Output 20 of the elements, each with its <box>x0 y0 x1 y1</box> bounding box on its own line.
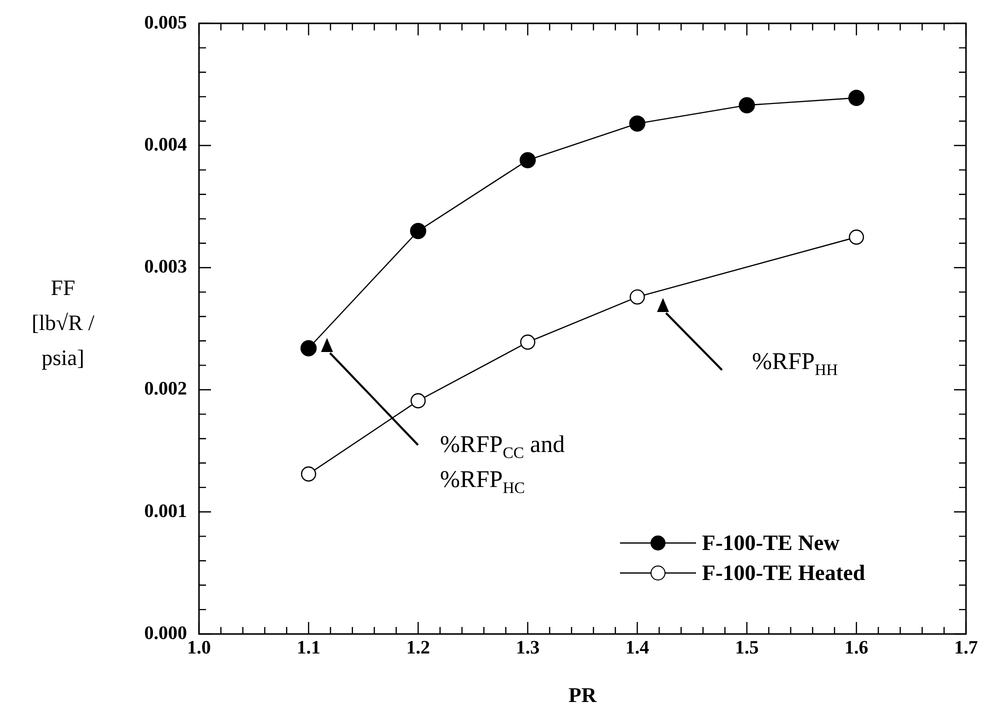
y-tick-label: 0.005 <box>144 12 187 34</box>
x-tick-label: 1.1 <box>296 637 320 658</box>
y-tick-label: 0.002 <box>144 378 187 400</box>
y-tick-label: 0.001 <box>144 500 187 522</box>
x-tick-label: 1.3 <box>516 637 540 658</box>
x-tick-label: 1.2 <box>406 637 430 658</box>
legend-label: F-100-TE New <box>702 530 840 556</box>
x-axis-title: PR <box>568 682 598 707</box>
x-tick-label: 1.5 <box>734 637 759 658</box>
y-tick-label: 0.004 <box>144 134 188 156</box>
y-tick-label: 0.003 <box>144 256 187 278</box>
annotation: %RFP$_{HH}$ <box>752 348 839 381</box>
y-tick-label: 0.000 <box>144 622 187 644</box>
x-tick-label: 1.6 <box>844 637 868 658</box>
legend-label: F-100-TE Heated <box>702 560 866 586</box>
annotation: %RFP$_{CC}$ and %RFP$_{HC}$ <box>440 431 566 498</box>
x-tick-label: 1.4 <box>625 637 650 658</box>
y-axis-title: FF [lb√R / psia] <box>30 274 96 372</box>
x-tick-label: 1.7 <box>954 637 978 658</box>
x-tick-label: 1.0 <box>187 637 211 658</box>
